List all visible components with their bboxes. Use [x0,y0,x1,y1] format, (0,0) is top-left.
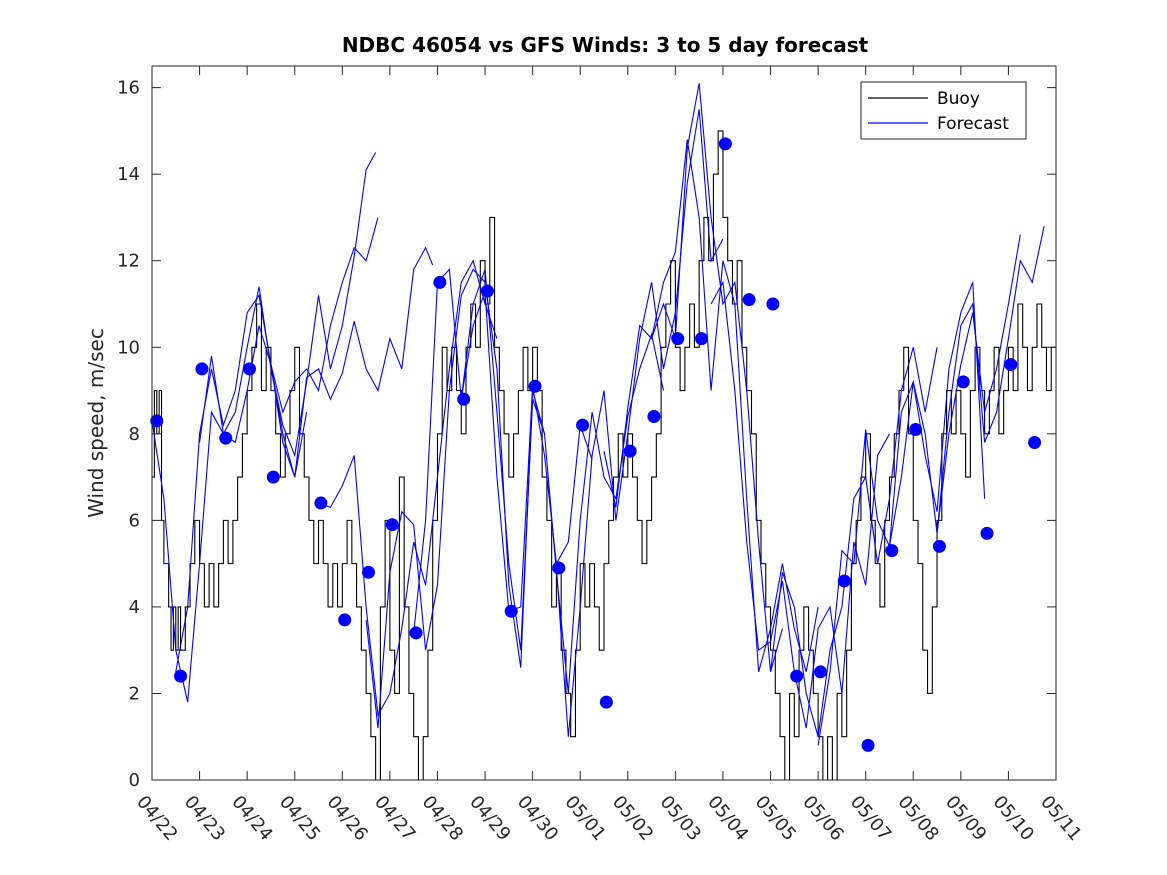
forecast-start-marker [552,561,566,575]
forecast-run-8 [555,109,724,737]
y-tick-label: 4 [129,597,140,618]
y-tick-label: 10 [117,337,140,358]
forecast-start-marker [338,613,352,627]
forecast-start-marker [174,669,188,683]
forecast-start-marker [457,392,471,406]
forecast-run-12 [769,347,938,737]
forecast-start-marker [314,496,328,510]
y-tick-label: 12 [117,251,140,272]
forecast-start-marker [243,362,257,376]
y-axis-label: Wind speed, m/sec [84,328,108,518]
y-axis: 0 2 4 6 8 10 12 14 16 [117,78,1056,791]
forecast-start-marker [623,444,637,458]
forecast-series [151,83,1045,746]
forecast-start-marker [504,604,518,618]
forecast-start-marker [766,297,780,311]
forecast-start-marker [195,362,209,376]
legend-box [860,81,1027,140]
forecast-start-marker [528,379,542,393]
legend-buoy-label: Buoy [937,89,980,109]
forecast-start-marker [1004,358,1018,372]
y-tick-label: 8 [129,424,140,445]
forecast-run-13 [817,282,986,746]
forecast-run-2 [199,152,377,458]
forecast-start-marker [361,565,375,579]
forecast-start-marker [956,375,970,389]
forecast-start-marker [718,137,732,151]
forecast-start-marker [909,422,923,436]
chart-title: NDBC 46054 vs GFS Winds: 3 to 5 day fore… [342,33,869,57]
forecast-start-marker [695,332,709,346]
forecast-run-5 [365,268,546,729]
buoy-line [152,130,1056,781]
forecast-start-marker [813,665,827,679]
y-tick-label: 14 [117,164,140,185]
forecast-start-marker [647,410,661,424]
y-tick-label: 6 [129,510,140,531]
forecast-start-marker [599,695,613,709]
forecast-run-1 [175,217,379,672]
forecast-start-marker [433,275,447,289]
plot-area [152,66,1056,780]
y-tick-label: 0 [129,770,140,791]
forecast-start-marker [861,738,875,752]
forecast-start-marker [980,526,994,540]
forecast-start-marker [409,626,423,640]
legend-forecast-label: Forecast [937,114,1009,134]
forecast-start-marker [150,414,164,428]
forecast-run-9 [603,83,783,672]
forecast-start-markers [150,137,1042,752]
forecast-start-marker [480,284,494,298]
forecast-start-marker [1028,435,1042,449]
forecast-run-4 [318,259,498,717]
forecast-run-7 [460,269,665,694]
y-tick-label: 2 [129,683,140,704]
forecast-run-11 [710,280,890,729]
buoy-series [152,130,1056,781]
forecast-start-marker [790,669,804,683]
forecast-start-marker [671,332,685,346]
y-tick-label: 16 [117,78,140,99]
legend: Buoy Forecast [860,81,1027,140]
forecast-start-marker [885,544,899,558]
forecast-start-marker [266,470,280,484]
forecast-run-10 [651,139,819,672]
forecast-start-marker [837,574,851,588]
forecast-start-marker [219,431,233,445]
forecast-start-marker [742,293,756,307]
forecast-run-15 [936,225,1045,534]
forecast-run-3 [270,246,434,478]
forecast-start-marker [576,418,590,432]
forecast-run-14 [888,234,1021,547]
forecast-run-6 [413,268,593,633]
forecast-start-marker [932,539,946,553]
forecast-start-marker [385,518,399,532]
plot-frame [151,65,1057,781]
